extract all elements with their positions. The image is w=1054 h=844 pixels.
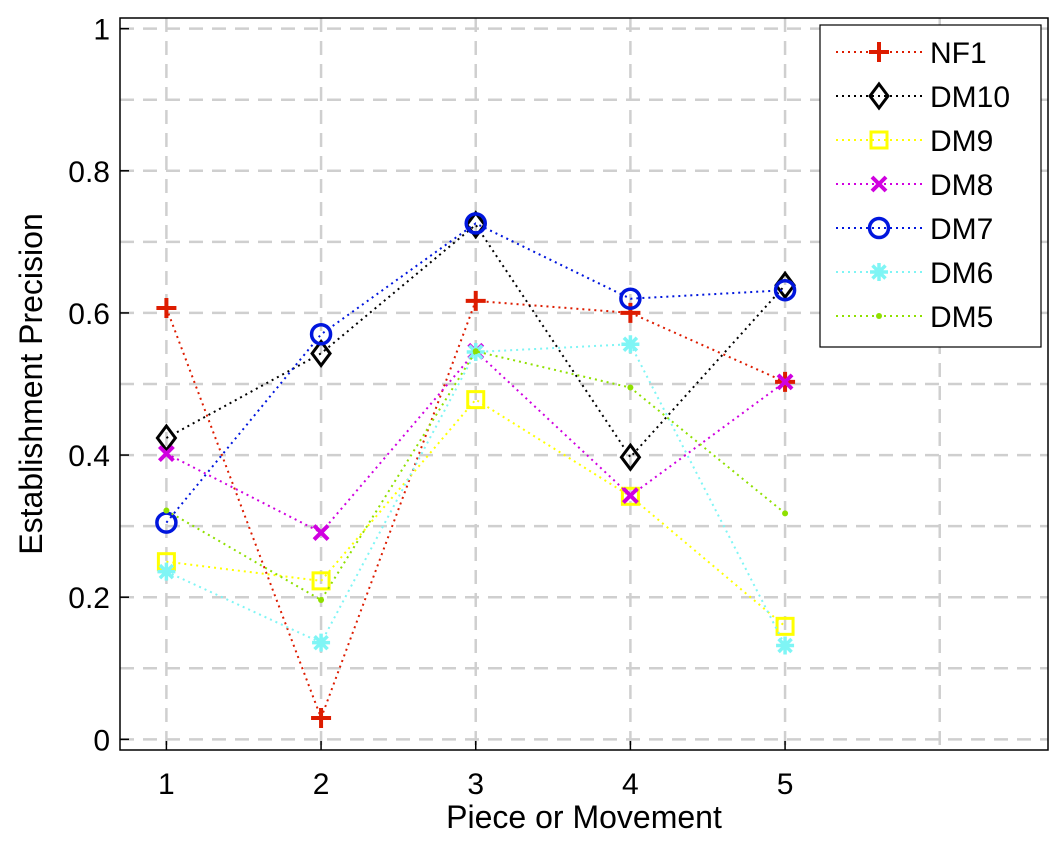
- asterisk-marker: [312, 633, 331, 652]
- circle-marker: [309, 323, 333, 346]
- legend-entry-dm7: DM7: [836, 213, 993, 246]
- dot-marker: [782, 510, 789, 517]
- legend-entry-nf1: NF1: [836, 37, 987, 70]
- x-tick-label: 3: [467, 768, 484, 801]
- legend-label: DM6: [930, 257, 993, 290]
- series-line: [165, 349, 786, 534]
- x-tick-label: 2: [313, 768, 330, 801]
- asterisk-marker: [776, 636, 795, 655]
- y-tick-label: 0.2: [68, 582, 110, 615]
- y-axis-label: Establishment Precision: [13, 213, 49, 554]
- y-tick-label: 0.6: [68, 298, 110, 331]
- legend-label: DM9: [930, 125, 993, 158]
- square-marker: [775, 616, 795, 636]
- legend-entry-dm8: DM8: [836, 169, 993, 202]
- legend-label: DM5: [930, 301, 993, 334]
- x-marker: [157, 445, 175, 463]
- legend-label: DM10: [930, 81, 1010, 114]
- dot-marker: [627, 384, 634, 391]
- x-tick-label: 5: [777, 768, 794, 801]
- square-marker: [620, 486, 640, 506]
- series-dm5: [163, 348, 789, 604]
- series-dm7: [155, 212, 797, 534]
- y-tick-label: 0: [93, 724, 110, 757]
- legend-label: DM8: [930, 169, 993, 202]
- plus-marker: [465, 290, 486, 311]
- x-marker: [621, 487, 639, 504]
- y-axis-ticks: 0 0.2 0.4 0.6 0.8 1: [68, 14, 129, 757]
- legend-entry-dm5: DM5: [836, 301, 993, 334]
- dot-marker: [318, 597, 325, 604]
- series-line: [165, 350, 786, 602]
- asterisk-marker: [621, 335, 640, 354]
- grid-lines: [120, 18, 1048, 750]
- plus-marker: [311, 708, 332, 729]
- legend-entry-dm9: DM9: [836, 125, 993, 158]
- x-marker: [870, 175, 888, 193]
- circle-marker: [867, 216, 891, 240]
- y-tick-label: 0.4: [68, 440, 110, 473]
- legend-entry-dm10: DM10: [836, 81, 1010, 114]
- asterisk-marker: [870, 263, 888, 281]
- square-marker: [466, 390, 486, 410]
- series-line: [166, 398, 786, 628]
- x-marker: [776, 373, 794, 391]
- circle-marker: [773, 278, 797, 302]
- legend-label: DM7: [930, 213, 993, 246]
- x-axis-label: Piece or Movement: [446, 799, 722, 835]
- dot-marker: [472, 348, 479, 355]
- diamond-marker: [155, 423, 178, 453]
- legend-box: [819, 24, 1042, 348]
- x-tick-label: 4: [622, 768, 639, 801]
- asterisk-marker: [157, 562, 176, 581]
- x-axis-ticks: 1 2 3 4 5: [158, 741, 793, 801]
- x-marker: [312, 524, 330, 541]
- legend: NF1 DM10 DM9 DM8 DM7 DM6 DM5: [819, 24, 1042, 348]
- series-nf1: [156, 290, 796, 729]
- diamond-marker: [310, 338, 332, 368]
- y-tick-label: 1: [93, 14, 110, 47]
- plus-marker: [156, 297, 177, 318]
- square-marker: [311, 571, 331, 591]
- data-series: [155, 210, 797, 729]
- plus-marker: [620, 302, 641, 323]
- diamond-marker: [619, 442, 642, 472]
- circle-marker: [464, 212, 487, 235]
- series-line: [165, 223, 786, 459]
- series-line: [165, 222, 786, 524]
- square-marker: [869, 130, 889, 150]
- legend-entries: NF1 DM10 DM9 DM8 DM7 DM6 DM5: [836, 37, 1010, 334]
- diamond-marker: [464, 210, 487, 240]
- legend-entry-dm6: DM6: [836, 257, 993, 290]
- x-tick-label: 1: [158, 768, 175, 801]
- plot-area-frame: [119, 17, 1049, 751]
- diamond-marker: [868, 81, 890, 111]
- circle-marker: [619, 287, 642, 310]
- dot-marker: [876, 313, 882, 319]
- dot-marker: [163, 507, 170, 514]
- legend-label: NF1: [930, 37, 987, 70]
- plus-marker: [869, 42, 889, 62]
- y-tick-label: 0.8: [68, 156, 110, 189]
